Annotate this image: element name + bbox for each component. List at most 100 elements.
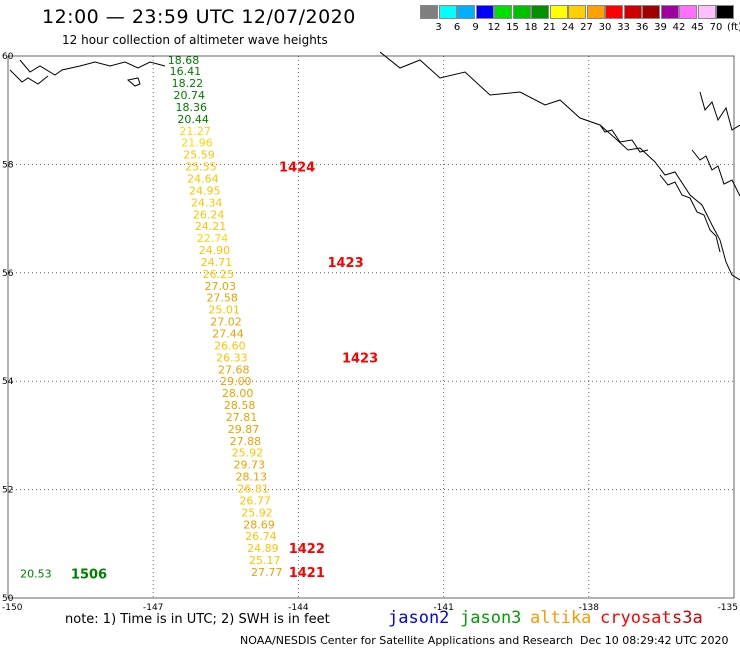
footer-note: note: 1) Time is in UTC; 2) SWH is in fe… xyxy=(65,612,330,627)
wave-height-value: 24.90 xyxy=(199,244,231,257)
wave-height-value: 24.89 xyxy=(247,542,279,555)
pass-time-label: 1422 xyxy=(289,542,325,557)
scale-tick-label: 3 xyxy=(435,22,442,33)
scale-swatch xyxy=(512,5,531,19)
longitude-label: -150 xyxy=(2,603,23,613)
map-title: 12:00 — 23:59 UTC 12/07/2020 xyxy=(42,6,356,28)
wave-height-value: 25.92 xyxy=(241,506,273,519)
island xyxy=(126,77,141,87)
longitude-label: -135 xyxy=(718,603,738,613)
scale-tick-label: 24 xyxy=(561,22,575,33)
wave-height-value: 29.87 xyxy=(228,423,260,436)
wave-height-value: 26.33 xyxy=(216,351,248,364)
wave-height-value: 28.69 xyxy=(243,518,275,531)
scale-tick-label: 15 xyxy=(506,22,519,33)
scale-swatch xyxy=(605,5,623,19)
coast-detail-1 xyxy=(599,124,649,153)
alaska-coastline xyxy=(379,51,740,281)
scale-tick-label: 33 xyxy=(617,22,630,33)
coast-detail-4 xyxy=(691,149,740,197)
scale-swatch xyxy=(623,5,642,19)
scale-tick-label: 12 xyxy=(487,22,501,33)
wave-height-value: 27.77 xyxy=(251,566,283,579)
kenai-coast-2 xyxy=(9,69,49,85)
pass-time-labels: 1424 1423 1423 1422 1421 1506 xyxy=(71,161,378,583)
wave-height-value: 29.73 xyxy=(234,459,266,472)
wave-height-value: 25.92 xyxy=(232,447,264,460)
wave-height-value: 18.22 xyxy=(172,77,204,90)
scale-tick-label: 21 xyxy=(543,22,556,33)
wave-height-value: 26.77 xyxy=(239,494,270,507)
wave-height-value: 22.74 xyxy=(197,232,229,245)
pass-time-label: 1423 xyxy=(327,256,363,271)
wave-height-value: 18.36 xyxy=(175,101,207,114)
scale-swatch xyxy=(457,5,475,19)
observation-labels: 18.6816.4118.2220.7418.3620.4421.2721.96… xyxy=(20,54,282,581)
wave-height-value: 21.96 xyxy=(181,137,213,150)
wave-height-value: 25.59 xyxy=(183,149,215,162)
wave-height-value: 27.44 xyxy=(212,328,244,341)
wave-height-value: 24.34 xyxy=(191,196,223,209)
wave-height-value: 20.53 xyxy=(20,568,51,581)
wave-height-value: 26.81 xyxy=(237,483,269,496)
kenai-coast xyxy=(19,59,166,76)
scale-tick-label: 36 xyxy=(635,22,649,33)
scale-swatch xyxy=(716,5,734,19)
wave-height-value: 24.71 xyxy=(201,256,233,269)
pass-time-label: 1424 xyxy=(279,161,315,176)
scale-tick-label: 30 xyxy=(598,22,612,33)
wave-height-value: 16.41 xyxy=(170,65,202,78)
wave-height-value: 27.81 xyxy=(226,411,257,424)
wave-height-value: 25.55 xyxy=(185,161,217,174)
scale-tick-label: 42 xyxy=(672,22,686,33)
scale-swatch xyxy=(438,5,457,19)
scale-unit: (ft) xyxy=(726,22,740,33)
wave-height-value: 27.02 xyxy=(210,316,242,329)
wave-height-value: 25.01 xyxy=(208,304,240,317)
scale-tick-label: 70 xyxy=(709,22,723,33)
scale-tick-label: 6 xyxy=(453,22,461,33)
scale-swatch xyxy=(494,5,512,19)
scale-swatch xyxy=(586,5,605,19)
longitude-label: -141 xyxy=(433,603,453,613)
coast-detail-3 xyxy=(699,91,740,131)
satellite-cryosat: cryosat xyxy=(600,608,672,628)
scale-tick-label: 27 xyxy=(580,22,593,33)
wave-height-value: 24.64 xyxy=(187,172,219,185)
scale-swatch xyxy=(475,5,494,19)
wave-height-value: 27.68 xyxy=(218,363,250,376)
wave-height-value: 27.88 xyxy=(230,435,262,448)
wave-height-value: 20.74 xyxy=(174,89,206,102)
scale-swatch xyxy=(549,5,568,19)
wave-height-value: 28.00 xyxy=(222,387,254,400)
credit-text: NOAA/NESDIS Center for Satellite Applica… xyxy=(240,634,574,647)
wave-height-value: 21.27 xyxy=(179,125,211,138)
wave-height-value: 24.21 xyxy=(195,220,227,233)
scale-tick-label: 45 xyxy=(691,22,704,33)
wave-height-value: 26.24 xyxy=(193,208,225,221)
scale-tick-label: 9 xyxy=(472,22,479,33)
longitude-label: -147 xyxy=(143,603,163,613)
wave-height-value: 29.00 xyxy=(220,375,252,388)
wave-height-value: 26.25 xyxy=(203,268,235,281)
scale-swatch xyxy=(420,5,438,19)
scale-swatch xyxy=(660,5,679,19)
scale-swatch xyxy=(531,5,549,19)
map-subtitle: 12 hour collection of altimeter wave hei… xyxy=(62,33,328,47)
scale-tick-label: 18 xyxy=(524,22,538,33)
wave-height-value: 28.13 xyxy=(235,471,266,484)
longitude-label: -138 xyxy=(579,603,600,613)
scale-swatch xyxy=(568,5,586,19)
wave-height-value: 26.74 xyxy=(245,530,277,543)
wave-height-value: 27.58 xyxy=(206,292,238,305)
map-frame xyxy=(7,55,735,599)
longitude-label: -144 xyxy=(288,603,309,613)
satellite-jason2: jason2 xyxy=(388,608,450,628)
wave-height-value: 28.58 xyxy=(224,399,256,412)
wave-height-value: 20.44 xyxy=(177,113,209,126)
pass-time-label: 1506 xyxy=(71,568,107,583)
satellite-jason3: jason3 xyxy=(460,608,522,628)
scale-swatch xyxy=(679,5,697,19)
